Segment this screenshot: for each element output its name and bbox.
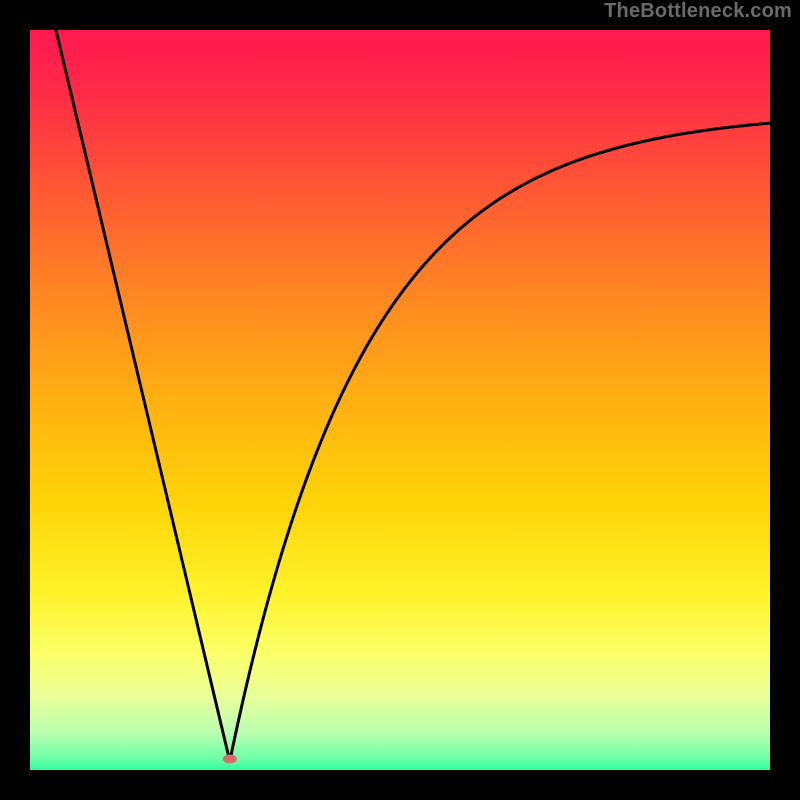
plot-area	[30, 30, 770, 770]
chart-container: TheBottleneck.com	[0, 0, 800, 800]
curve-layer	[30, 30, 770, 770]
bottleneck-curve	[56, 30, 770, 761]
marker-dot	[223, 754, 237, 763]
watermark-text: TheBottleneck.com	[604, 0, 792, 23]
